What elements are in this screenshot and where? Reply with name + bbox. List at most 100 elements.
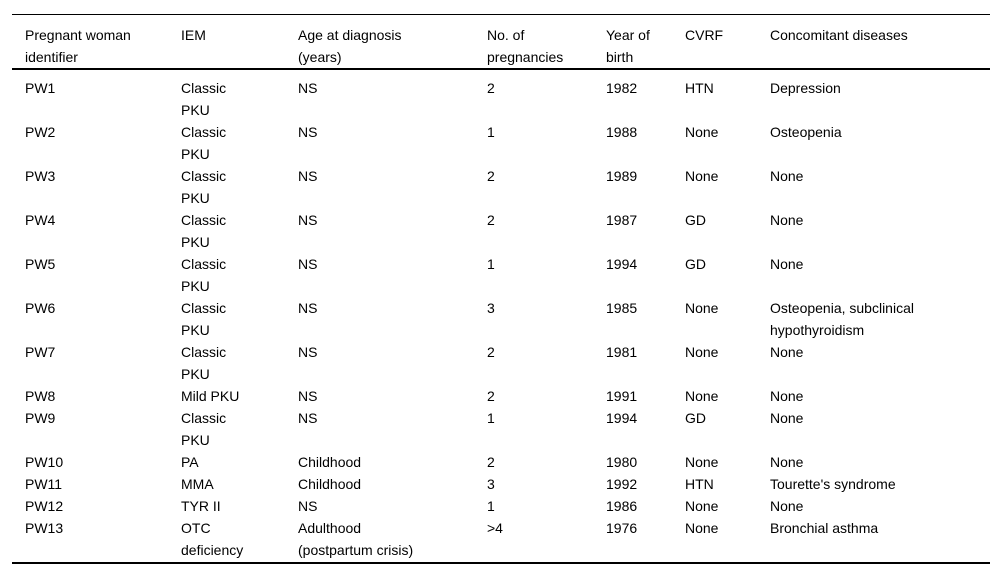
cell-year-of-birth: 1991 [606,388,638,404]
table-row: PW5 Classic PKU NS 1 1994 GD None [12,253,990,297]
header-row: Pregnant woman identifier IEM Age at dia… [12,14,990,69]
cell-cvrf: None [685,498,719,514]
cell-cvrf: None [685,344,719,360]
table-row: PW8 Mild PKU NS 2 1991 None None [12,385,990,407]
cell-age-at-diagnosis: NS [298,212,318,228]
cell-concomitant-diseases: Tourette's syndrome [770,476,896,492]
cell-no-of-pregnancies: 1 [487,124,495,140]
cell-year-of-birth: 1992 [606,476,638,492]
cell-iem: Classic PKU [181,410,227,448]
cell-year-of-birth: 1981 [606,344,638,360]
cell-age-at-diagnosis: NS [298,168,318,184]
cell-iem: Classic PKU [181,80,227,118]
table-row: PW10 PA Childhood 2 1980 None None [12,451,990,473]
col-header-no-of-pregnancies: No. of pregnancies [487,27,564,65]
cell-concomitant-diseases: None [770,212,804,228]
cell-cvrf: None [685,388,719,404]
cell-age-at-diagnosis: Childhood [298,476,362,492]
cell-cvrf: HTN [685,80,714,96]
table-row: PW4 Classic PKU NS 2 1987 GD None [12,209,990,253]
cell-year-of-birth: 1994 [606,410,638,426]
cell-identifier: PW12 [25,498,64,514]
cell-identifier: PW6 [25,300,56,316]
cell-iem: Classic PKU [181,344,227,382]
cell-concomitant-diseases: None [770,256,804,272]
cell-identifier: PW7 [25,344,56,360]
table-row: PW6 Classic PKU NS 3 1985 None Osteopenia, sub… [12,297,990,341]
cell-concomitant-diseases: Bronchial asthma [770,520,879,536]
cell-age-at-diagnosis: NS [298,80,318,96]
col-header-concomitant-diseases: Concomitant diseases [770,27,908,43]
cell-age-at-diagnosis: NS [298,300,318,316]
cell-iem: MMA [181,476,214,492]
cell-age-at-diagnosis: NS [298,410,318,426]
cell-year-of-birth: 1985 [606,300,638,316]
cell-cvrf: HTN [685,476,714,492]
cell-year-of-birth: 1982 [606,80,638,96]
col-header-year-of-birth: Year of birth [606,27,650,65]
pregnant-women-table: Pregnant woman identifier IEM Age at dia… [12,14,990,564]
table-body: PW1 Classic PKU NS 2 1982 HTN Depression PW2 Cla… [12,69,990,563]
cell-year-of-birth: 1988 [606,124,638,140]
cell-age-at-diagnosis: NS [298,124,318,140]
cell-identifier: PW11 [25,476,63,492]
cell-no-of-pregnancies: 2 [487,168,495,184]
cell-iem: Classic PKU [181,256,227,294]
cell-cvrf: None [685,168,719,184]
cell-no-of-pregnancies: 2 [487,344,495,360]
cell-iem: TYR II [181,498,221,514]
table-row: PW11 MMA Childhood 3 1992 HTN Tourette's syndr… [12,473,990,495]
cell-age-at-diagnosis: NS [298,388,318,404]
cell-iem: Classic PKU [181,212,227,250]
cell-no-of-pregnancies: 2 [487,454,495,470]
cell-year-of-birth: 1989 [606,168,638,184]
cell-age-at-diagnosis: Adulthood (postpartum crisis) [298,520,414,558]
cell-concomitant-diseases: None [770,410,804,426]
cell-identifier: PW8 [25,388,56,404]
cell-iem: Classic PKU [181,300,227,338]
cell-cvrf: GD [685,410,706,426]
cell-no-of-pregnancies: 1 [487,410,495,426]
cell-cvrf: GD [685,212,706,228]
cell-no-of-pregnancies: 1 [487,256,495,272]
cell-age-at-diagnosis: NS [298,344,318,360]
cell-iem: Classic PKU [181,124,227,162]
cell-concomitant-diseases: None [770,344,804,360]
cell-no-of-pregnancies: 1 [487,498,495,514]
cell-year-of-birth: 1976 [606,520,638,536]
cell-year-of-birth: 1987 [606,212,638,228]
table-row: PW1 Classic PKU NS 2 1982 HTN Depression [12,69,990,121]
cell-identifier: PW1 [25,80,56,96]
cell-age-at-diagnosis: NS [298,256,318,272]
table-row: PW9 Classic PKU NS 1 1994 GD None [12,407,990,451]
cell-concomitant-diseases: Osteopenia, subclinical hypothyroidism [770,300,914,338]
table-row: PW12 TYR II NS 1 1986 None None [12,495,990,517]
cell-concomitant-diseases: None [770,498,804,514]
cell-no-of-pregnancies: 3 [487,300,495,316]
col-header-age-at-diagnosis: Age at diagnosis (years) [298,27,402,65]
cell-identifier: PW9 [25,410,56,426]
cell-cvrf: None [685,300,719,316]
cell-iem: Classic PKU [181,168,227,206]
cell-age-at-diagnosis: NS [298,498,318,514]
table-header: Pregnant woman identifier IEM Age at dia… [12,14,990,69]
cell-iem: OTC deficiency [181,520,244,558]
cell-no-of-pregnancies: 2 [487,212,495,228]
cell-year-of-birth: 1980 [606,454,638,470]
table-row: PW3 Classic PKU NS 2 1989 None None [12,165,990,209]
cell-concomitant-diseases: Osteopenia [770,124,842,140]
col-header-pregnant-woman-identifier: Pregnant woman identifier [25,27,131,65]
cell-identifier: PW4 [25,212,56,228]
cell-no-of-pregnancies: 2 [487,388,495,404]
cell-cvrf: GD [685,256,706,272]
cell-iem: Mild PKU [181,388,240,404]
col-header-cvrf: CVRF [685,27,724,43]
cell-concomitant-diseases: None [770,168,804,184]
cell-concomitant-diseases: None [770,388,804,404]
cell-concomitant-diseases: Depression [770,80,841,96]
cell-cvrf: None [685,520,719,536]
cell-iem: PA [181,454,199,470]
cell-year-of-birth: 1986 [606,498,638,514]
cell-cvrf: None [685,124,719,140]
